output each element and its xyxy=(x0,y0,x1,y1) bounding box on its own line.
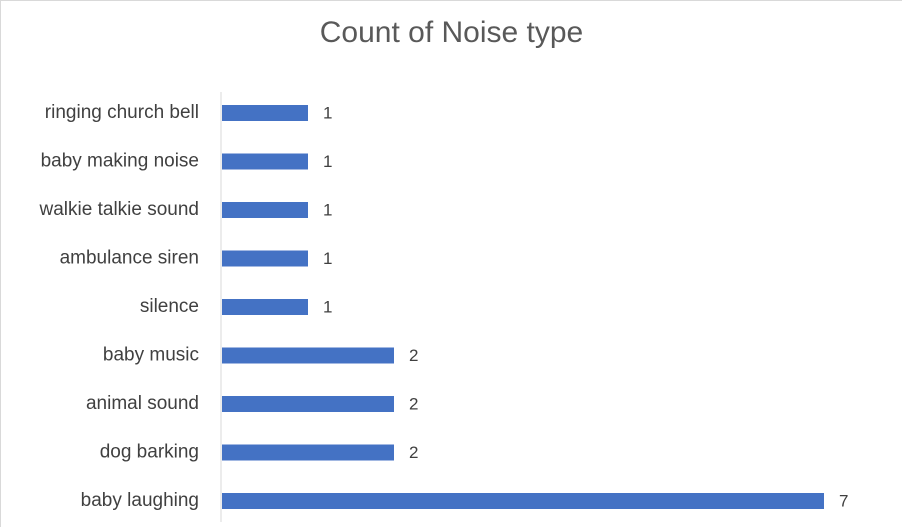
bar-value-label: 2 xyxy=(409,394,418,413)
bar xyxy=(222,250,308,267)
bar xyxy=(222,105,308,121)
category-label: ringing church bell xyxy=(45,102,199,123)
category-labels: ringing church bell baby making noise walk… xyxy=(39,102,199,511)
bar-value-label: 2 xyxy=(409,443,418,462)
bars xyxy=(222,105,824,509)
bar-value-label: 1 xyxy=(323,152,332,171)
bar xyxy=(222,299,308,315)
bar-value-label: 7 xyxy=(839,491,848,510)
bar xyxy=(222,444,394,461)
bar xyxy=(222,396,394,412)
category-label: baby music xyxy=(103,345,199,366)
bar-value-label: 1 xyxy=(323,200,332,219)
category-label: baby laughing xyxy=(81,490,199,511)
bar-value-label: 1 xyxy=(323,249,332,268)
bar xyxy=(222,493,824,509)
bar-value-label: 1 xyxy=(323,297,332,316)
chart-title: Count of Noise type xyxy=(319,16,584,49)
bar xyxy=(222,347,394,364)
bar-value-label: 2 xyxy=(409,346,418,365)
category-label: animal sound xyxy=(86,393,199,414)
bar-value-label: 1 xyxy=(323,103,332,122)
data-labels: 1 1 1 1 1 2 2 2 7 xyxy=(323,103,848,510)
bar xyxy=(222,153,308,170)
bar xyxy=(222,202,308,218)
category-label: baby making noise xyxy=(41,151,199,172)
category-label: silence xyxy=(140,296,199,317)
category-label: dog barking xyxy=(100,442,199,463)
category-label: walkie talkie sound xyxy=(39,199,199,220)
category-label: ambulance siren xyxy=(60,248,199,269)
